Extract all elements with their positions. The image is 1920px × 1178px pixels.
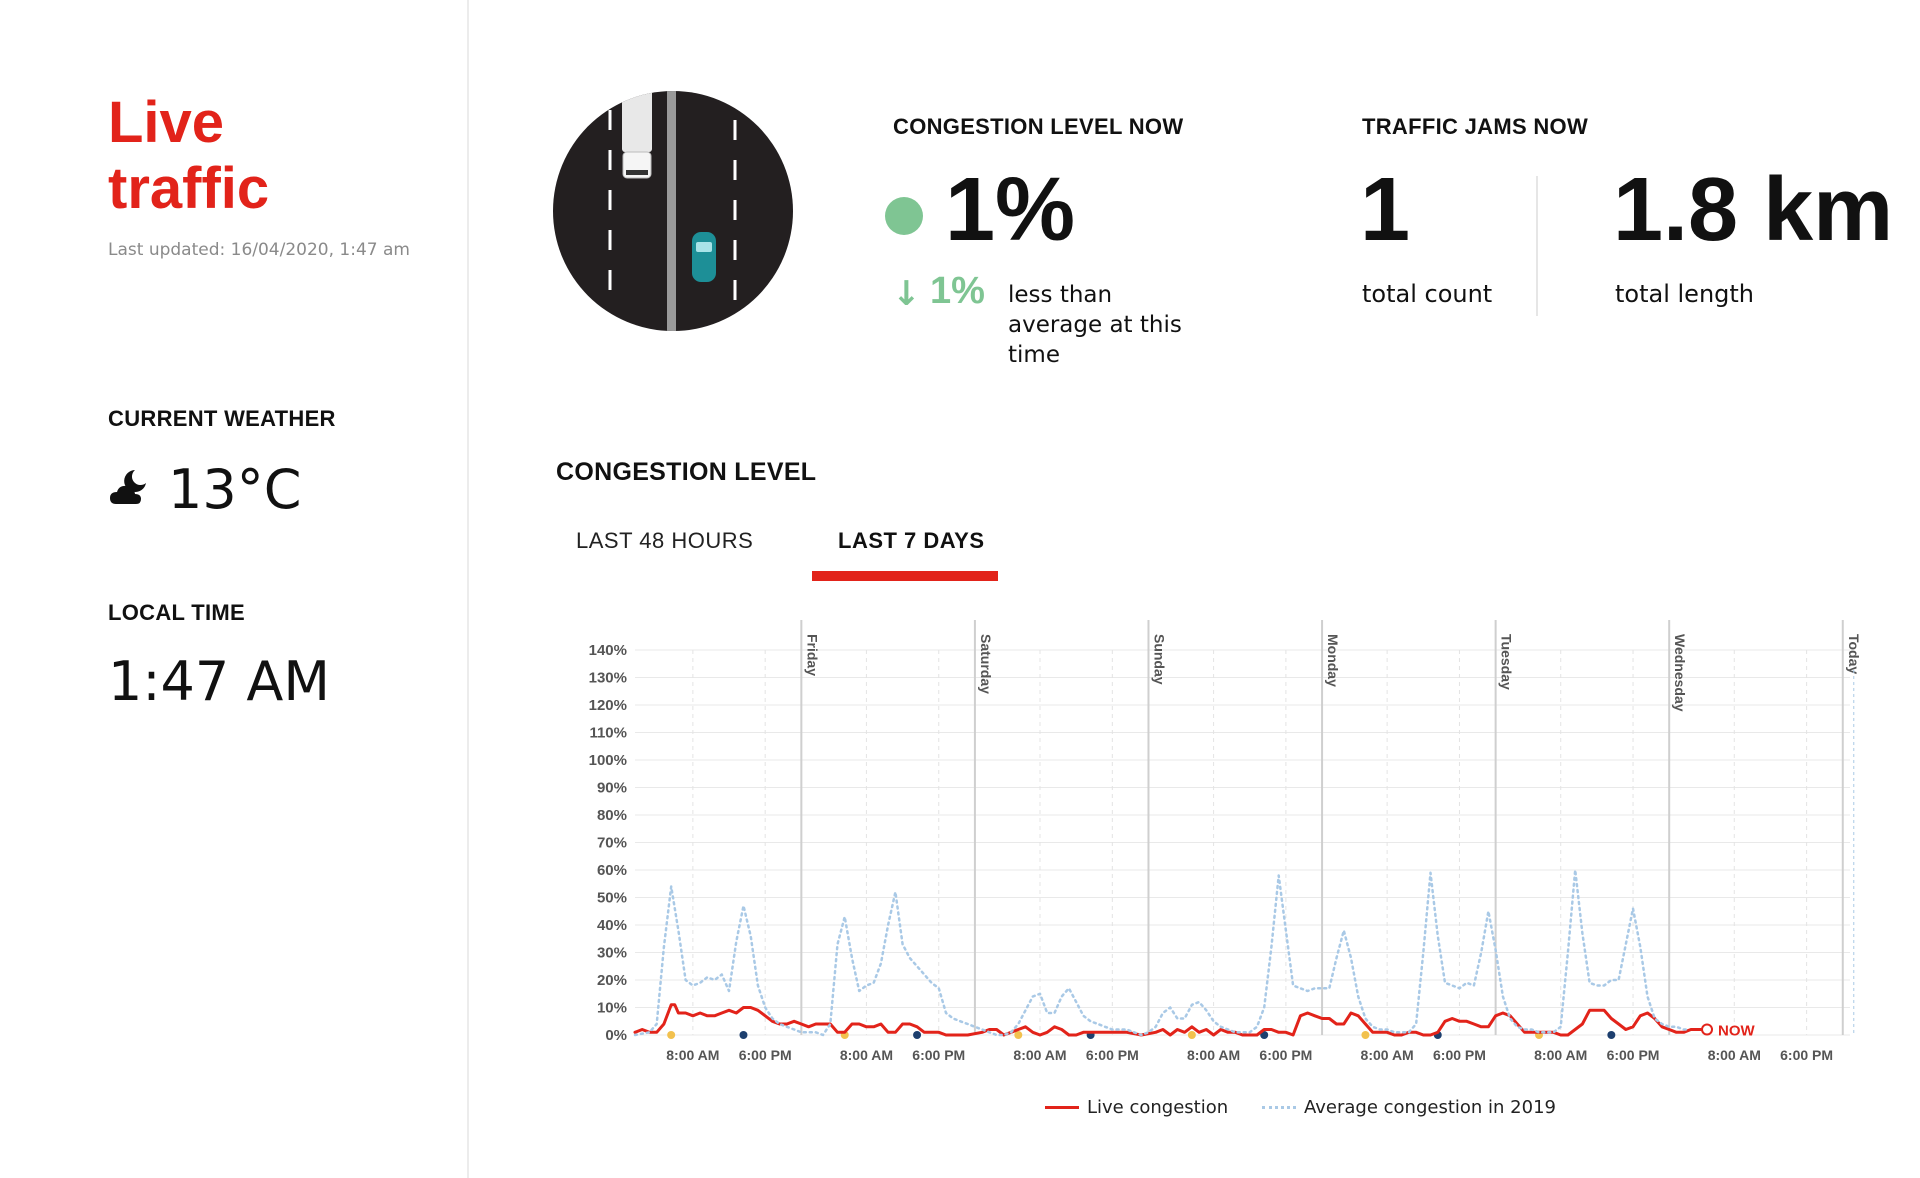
day-label: Tuesday [1499,634,1515,690]
cloud-moon-icon [108,466,152,514]
y-tick-label: 10% [597,1000,627,1017]
legend-live: Live congestion [1045,1097,1228,1118]
day-label: Saturday [978,634,994,694]
y-tick-label: 0% [605,1027,627,1044]
time-marker-dot [1607,1031,1616,1039]
arrow-down-icon: ↓ [892,274,921,314]
time-marker-dot [1260,1031,1269,1039]
congestion-now-heading: CONGESTION LEVEL NOW [893,114,1184,139]
x-tick-label: 6:00 PM [1086,1047,1139,1063]
x-tick-label: 8:00 AM [1708,1047,1761,1063]
x-tick-label: 6:00 PM [1780,1047,1833,1063]
last-updated-text: Last updated: 16/04/2020, 1:47 am [108,240,410,260]
jam-length-value: 1.8 km [1613,160,1894,260]
legend-live-label: Live congestion [1087,1097,1229,1118]
y-tick-label: 50% [597,890,627,907]
local-time-value: 1:47 AM [108,650,330,713]
y-tick-label: 130% [589,670,627,687]
y-tick-label: 70% [597,835,627,852]
page-title: Live traffic [108,90,270,221]
jam-count-label: total count [1362,280,1493,308]
x-tick-label: 8:00 AM [1187,1047,1240,1063]
time-marker-dot [667,1031,676,1039]
legend-average-label: Average congestion in 2019 [1304,1097,1556,1118]
active-tab-indicator [812,571,998,581]
time-marker-dot [1187,1031,1196,1039]
time-marker-dot [1361,1031,1370,1039]
weather-display: 13°C [108,458,301,521]
x-tick-label: 6:00 PM [1433,1047,1486,1063]
jam-length-label: total length [1615,280,1755,308]
y-tick-label: 110% [589,725,627,742]
average-congestion-line [633,868,1689,1037]
y-tick-label: 60% [597,862,627,879]
x-tick-label: 8:00 AM [840,1047,893,1063]
jam-count-value: 1 [1360,160,1411,260]
time-marker-dot [1014,1031,1023,1039]
y-tick-label: 20% [597,972,627,989]
x-tick-label: 6:00 PM [1607,1047,1660,1063]
congestion-value: 1% [945,160,1076,260]
tab-last-7-days[interactable]: LAST 7 DAYS [838,528,985,553]
day-label: Wednesday [1672,634,1688,712]
local-time-heading: LOCAL TIME [108,600,246,625]
y-tick-label: 80% [597,807,627,824]
legend-live-swatch [1045,1106,1079,1109]
tab-last-48-hours[interactable]: LAST 48 HOURS [576,528,754,553]
y-tick-label: 100% [589,752,627,769]
y-tick-label: 140% [589,642,627,659]
live-congestion-line [633,1003,1703,1037]
now-point [1701,1023,1714,1036]
x-tick-label: 8:00 AM [1013,1047,1066,1063]
x-tick-label: 6:00 PM [912,1047,965,1063]
legend-average-swatch [1262,1106,1296,1109]
y-tick-label: 120% [589,697,627,714]
road-illustration [552,90,794,332]
x-tick-label: 8:00 AM [666,1047,719,1063]
divider [1536,176,1538,316]
y-tick-label: 90% [597,780,627,797]
x-tick-label: 6:00 PM [1259,1047,1312,1063]
congestion-level-heading: CONGESTION LEVEL [556,458,817,486]
x-tick-label: 8:00 AM [1534,1047,1587,1063]
y-tick-label: 30% [597,945,627,962]
traffic-jams-heading: TRAFFIC JAMS NOW [1362,114,1589,139]
y-tick-label: 40% [597,917,627,934]
day-label: Monday [1325,634,1341,687]
weather-heading: CURRENT WEATHER [108,406,336,431]
x-tick-label: 8:00 AM [1361,1047,1414,1063]
legend-average: Average congestion in 2019 [1262,1097,1556,1118]
time-marker-dot [913,1031,922,1039]
temperature-value: 13°C [168,458,302,521]
day-label: Sunday [1151,634,1167,685]
day-label: Friday [804,634,820,676]
congestion-diff-value: 1% [930,270,985,312]
sidebar: Live traffic Last updated: 16/04/2020, 1… [0,0,469,1178]
status-dot-icon [885,197,923,235]
congestion-chart: 0% 10% 20% 30% 40% 50% 60% 70% 80% 90% 100% 110% 120… [589,620,1862,1063]
time-marker-dot [739,1031,748,1039]
congestion-diff-text: less than average at this time [1008,282,1182,368]
day-label: Today [1846,634,1862,674]
x-tick-label: 6:00 PM [739,1047,792,1063]
now-label: NOW [1718,1023,1756,1040]
